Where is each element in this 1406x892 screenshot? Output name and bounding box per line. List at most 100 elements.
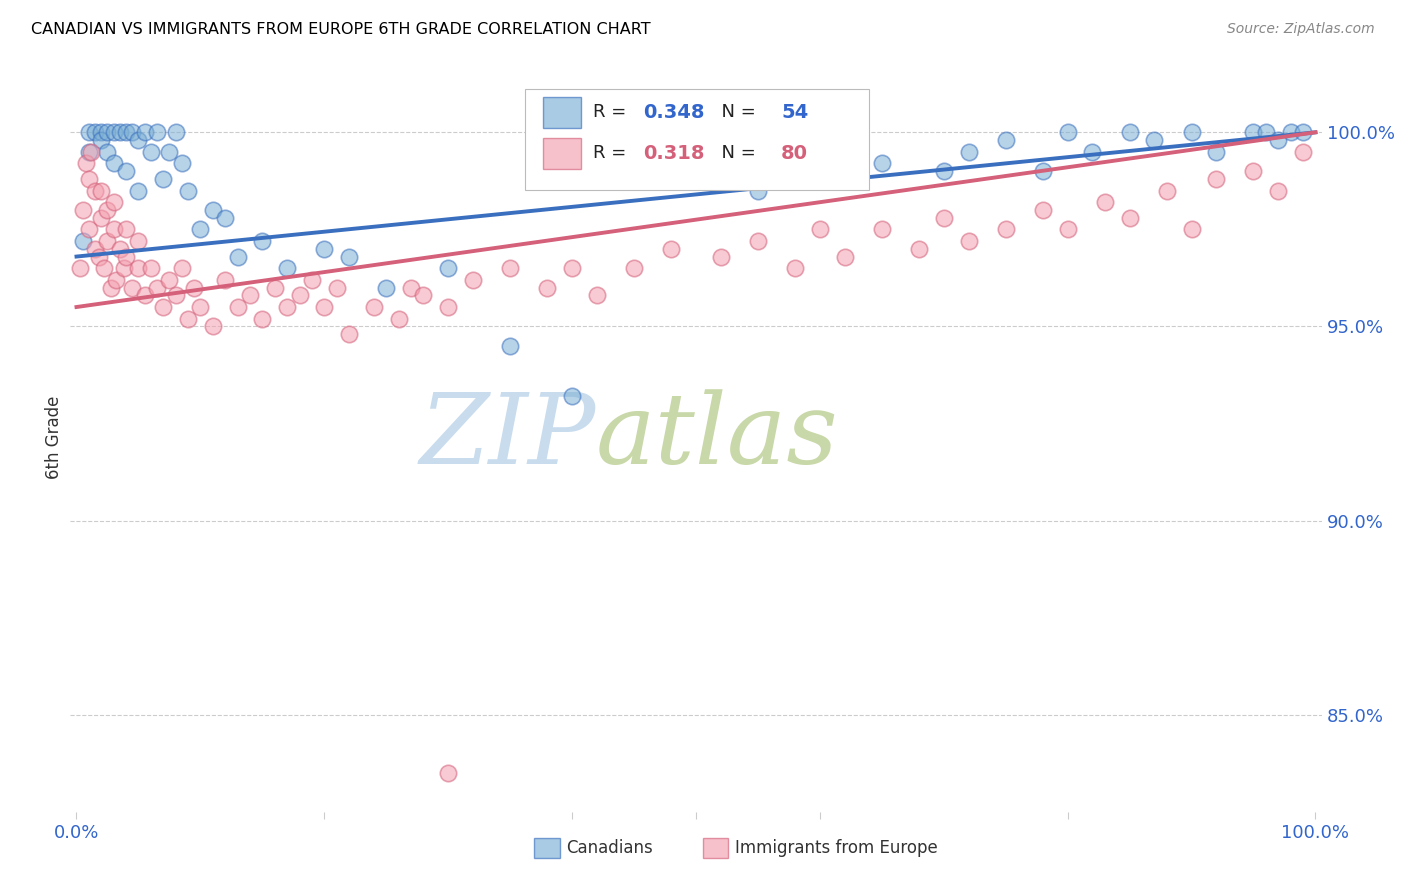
Point	[96, 234, 118, 248]
Point	[190, 300, 212, 314]
Text: N =: N =	[710, 103, 761, 121]
Point	[127, 184, 149, 198]
Point	[165, 288, 187, 302]
Point	[90, 133, 112, 147]
Point	[1032, 202, 1054, 217]
Point	[263, 280, 285, 294]
Point	[586, 288, 609, 302]
Point	[375, 280, 398, 294]
Point	[437, 261, 460, 276]
Point	[226, 300, 249, 314]
Point	[252, 234, 274, 248]
Point	[461, 273, 484, 287]
Point	[183, 280, 205, 294]
Point	[121, 280, 143, 294]
Point	[747, 234, 769, 248]
FancyBboxPatch shape	[703, 838, 728, 858]
Point	[1267, 184, 1289, 198]
Point	[75, 156, 97, 170]
Point	[100, 280, 122, 294]
Point	[121, 125, 143, 139]
Point	[808, 222, 831, 236]
Point	[994, 222, 1017, 236]
Point	[115, 125, 138, 139]
Text: Immigrants from Europe: Immigrants from Europe	[735, 839, 938, 857]
Point	[96, 145, 118, 159]
Point	[1143, 133, 1166, 147]
Point	[80, 145, 103, 159]
Point	[226, 250, 249, 264]
Text: 0.318: 0.318	[644, 144, 704, 163]
Text: N =: N =	[710, 145, 761, 162]
Point	[301, 273, 323, 287]
Point	[252, 311, 274, 326]
Point	[499, 339, 522, 353]
Point	[157, 273, 180, 287]
Point	[1081, 145, 1104, 159]
Point	[134, 125, 156, 139]
Text: CANADIAN VS IMMIGRANTS FROM EUROPE 6TH GRADE CORRELATION CHART: CANADIAN VS IMMIGRANTS FROM EUROPE 6TH G…	[31, 22, 651, 37]
Point	[77, 125, 100, 139]
Point	[1292, 145, 1315, 159]
Point	[108, 242, 131, 256]
Point	[214, 273, 236, 287]
Point	[112, 261, 135, 276]
Point	[932, 211, 955, 225]
Point	[72, 234, 94, 248]
Text: 0.348: 0.348	[644, 103, 704, 122]
Point	[152, 300, 174, 314]
Point	[127, 234, 149, 248]
Point	[239, 288, 262, 302]
Point	[77, 172, 100, 186]
Point	[623, 261, 645, 276]
Point	[90, 184, 112, 198]
Point	[412, 288, 434, 302]
Point	[152, 172, 174, 186]
Point	[276, 261, 298, 276]
Point	[288, 288, 311, 302]
Text: R =: R =	[593, 103, 633, 121]
Point	[115, 222, 138, 236]
Point	[87, 250, 110, 264]
Point	[108, 125, 131, 139]
Point	[1180, 222, 1202, 236]
Point	[103, 125, 125, 139]
Point	[1254, 125, 1277, 139]
Point	[1156, 184, 1178, 198]
FancyBboxPatch shape	[543, 96, 581, 128]
Point	[908, 242, 931, 256]
Point	[84, 242, 107, 256]
Point	[337, 327, 360, 342]
Point	[77, 222, 100, 236]
Point	[561, 389, 583, 403]
Point	[170, 261, 193, 276]
Text: atlas: atlas	[596, 390, 838, 484]
Point	[96, 202, 118, 217]
Point	[1205, 145, 1227, 159]
FancyBboxPatch shape	[524, 88, 869, 190]
Point	[536, 280, 558, 294]
Point	[1056, 222, 1078, 236]
Point	[72, 202, 94, 217]
Point	[388, 311, 411, 326]
Point	[932, 164, 955, 178]
Point	[96, 125, 118, 139]
Point	[105, 273, 128, 287]
Point	[139, 261, 162, 276]
Point	[69, 261, 91, 276]
Point	[1205, 172, 1227, 186]
Point	[957, 234, 980, 248]
Point	[437, 765, 460, 780]
Text: R =: R =	[593, 145, 633, 162]
Point	[90, 211, 112, 225]
Point	[1279, 125, 1302, 139]
Point	[90, 125, 112, 139]
Point	[177, 184, 200, 198]
Point	[190, 222, 212, 236]
FancyBboxPatch shape	[534, 838, 560, 858]
Point	[170, 156, 193, 170]
Point	[201, 319, 224, 334]
Point	[146, 280, 169, 294]
Point	[561, 261, 583, 276]
Point	[146, 125, 169, 139]
